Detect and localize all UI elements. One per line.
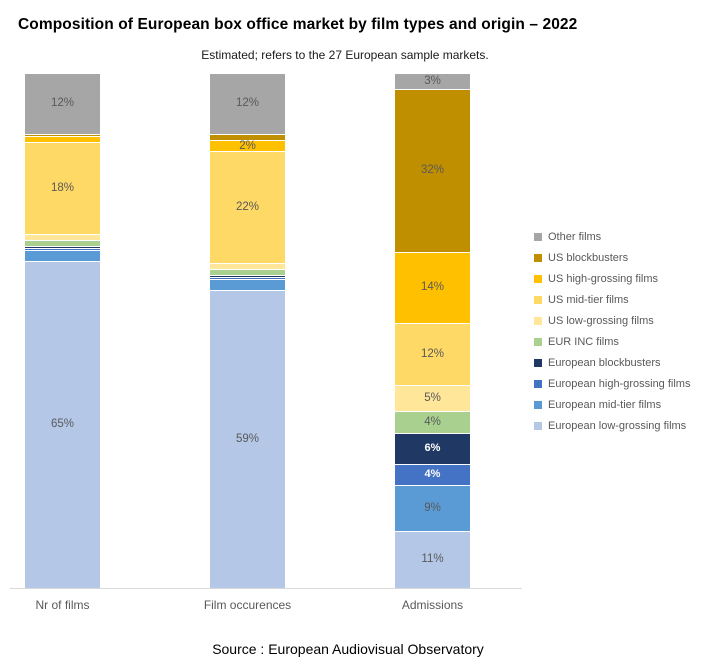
segment-eu_high: 4%: [395, 463, 470, 485]
segment-us_mid: 18%: [25, 142, 100, 234]
segment-eu_blockbusters: [210, 275, 285, 278]
segment-us_low: [210, 263, 285, 270]
legend-item-us_high: US high-grossing films: [534, 273, 690, 285]
legend-item-eu_low: European low-grossing films: [534, 420, 690, 432]
segment-us_mid: 12%: [395, 323, 470, 386]
legend-item-us_mid: US mid-tier films: [534, 294, 690, 306]
segment-value-label: 65%: [50, 418, 75, 431]
segment-value-label: 18%: [50, 181, 75, 194]
legend-swatch-icon: [534, 254, 542, 262]
legend-item-eu_high: European high-grossing films: [534, 378, 690, 390]
segment-us_low: 5%: [395, 385, 470, 412]
segment-value-label: 32%: [420, 164, 445, 177]
segment-other: 12%: [210, 74, 285, 135]
category-label-film-occurences: Film occurences: [203, 598, 292, 612]
legend-label: US low-grossing films: [548, 315, 654, 327]
segment-us_mid: 22%: [210, 151, 285, 264]
segment-value-label: 4%: [424, 468, 441, 481]
legend-label: EUR INC films: [548, 336, 619, 348]
legend-item-us_blockbusters: US blockbusters: [534, 252, 690, 264]
segment-value-label: 12%: [50, 97, 75, 110]
category-label-admissions: Admissions: [401, 598, 464, 612]
legend-label: US high-grossing films: [548, 273, 659, 285]
legend-swatch-icon: [534, 338, 542, 346]
legend-swatch-icon: [534, 233, 542, 241]
segment-us_high: [25, 136, 100, 143]
legend-item-eu_blockbusters: European blockbusters: [534, 357, 690, 369]
source-note: Source : European Audiovisual Observator…: [212, 641, 484, 657]
segment-us_high: 14%: [395, 251, 470, 324]
segment-eu_low: 65%: [25, 260, 100, 588]
segment-value-label: 6%: [424, 442, 441, 455]
segment-other: 3%: [395, 74, 470, 90]
legend-swatch-icon: [534, 422, 542, 430]
chart-subtitle: Estimated; refers to the 27 European sam…: [201, 48, 489, 62]
segment-eu_high: [210, 277, 285, 280]
segment-us_blockbusters: [210, 134, 285, 141]
segment-eu_blockbusters: 6%: [395, 432, 470, 464]
legend-label: US mid-tier films: [548, 294, 629, 306]
segment-value-label: 3%: [424, 74, 441, 87]
legend-swatch-icon: [534, 380, 542, 388]
segment-eu_low: 59%: [210, 290, 285, 588]
segment-value-label: 14%: [420, 281, 445, 294]
segment-us_low: [25, 233, 100, 240]
x-axis-line: [10, 588, 522, 589]
segment-eu_low: 11%: [395, 531, 470, 588]
bar-film-occurences: 12% 2% 22% 59% Film occurences: [204, 74, 291, 612]
segment-other: 12%: [25, 74, 100, 135]
legend-swatch-icon: [534, 296, 542, 304]
legend-swatch-icon: [534, 275, 542, 283]
bar-stack: 12% 2% 22% 59%: [210, 74, 285, 588]
segment-eur_inc: [210, 269, 285, 276]
segment-us_blockbusters: 32%: [395, 89, 470, 252]
segment-eu_mid: 9%: [395, 485, 470, 532]
legend-swatch-icon: [534, 359, 542, 367]
legend: Other films US blockbusters US high-grossi…: [534, 231, 690, 441]
legend-swatch-icon: [534, 401, 542, 409]
legend-label: Other films: [548, 231, 602, 243]
legend-item-us_low: US low-grossing films: [534, 315, 690, 327]
segment-eu_mid: [210, 279, 285, 291]
segment-value-label: 9%: [424, 501, 441, 514]
legend-label: US blockbusters: [548, 252, 629, 264]
chart-title: Composition of European box office marke…: [18, 16, 578, 33]
segment-value-label: 12%: [420, 348, 445, 360]
segment-eu_mid: [25, 249, 100, 261]
bar-stack: 3% 32% 14% 12% 5% 4% 6% 4% 9% 11%: [395, 74, 470, 588]
legend-label: European mid-tier films: [548, 399, 662, 411]
segment-value-label: 5%: [424, 391, 441, 404]
category-label-nr-of-films: Nr of films: [35, 598, 90, 612]
segment-value-label: 11%: [421, 553, 444, 566]
bars-area: 12% 18% 65% Nr of films 12% 2% 22% 59% Film occu…: [0, 74, 718, 670]
segment-value-label: 12%: [235, 97, 260, 110]
bar-admissions: 3% 32% 14% 12% 5% 4% 6% 4% 9% 11% Admissions: [395, 74, 470, 612]
legend-label: European blockbusters: [548, 357, 661, 369]
bar-nr-of-films: 12% 18% 65% Nr of films: [25, 74, 100, 612]
segment-value-label: 2%: [239, 139, 256, 152]
legend-swatch-icon: [534, 317, 542, 325]
segment-us_high: 2%: [210, 139, 285, 152]
segment-value-label: 59%: [235, 432, 260, 445]
legend-label: European low-grossing films: [548, 420, 687, 432]
segment-eu_high: [25, 247, 100, 250]
segment-us_blockbusters: [25, 134, 100, 137]
legend-item-other: Other films: [534, 231, 690, 243]
segment-value-label: 22%: [235, 201, 260, 214]
segment-value-label: 4%: [424, 415, 441, 428]
legend-item-eu_mid: European mid-tier films: [534, 399, 690, 411]
segment-eur_inc: 4%: [395, 411, 470, 433]
segment-eu_blockbusters: [25, 245, 100, 248]
segment-eur_inc: [25, 239, 100, 246]
bar-stack: 12% 18% 65%: [25, 74, 100, 588]
legend-item-eur_inc: EUR INC films: [534, 336, 690, 348]
legend-label: European high-grossing films: [548, 378, 691, 390]
